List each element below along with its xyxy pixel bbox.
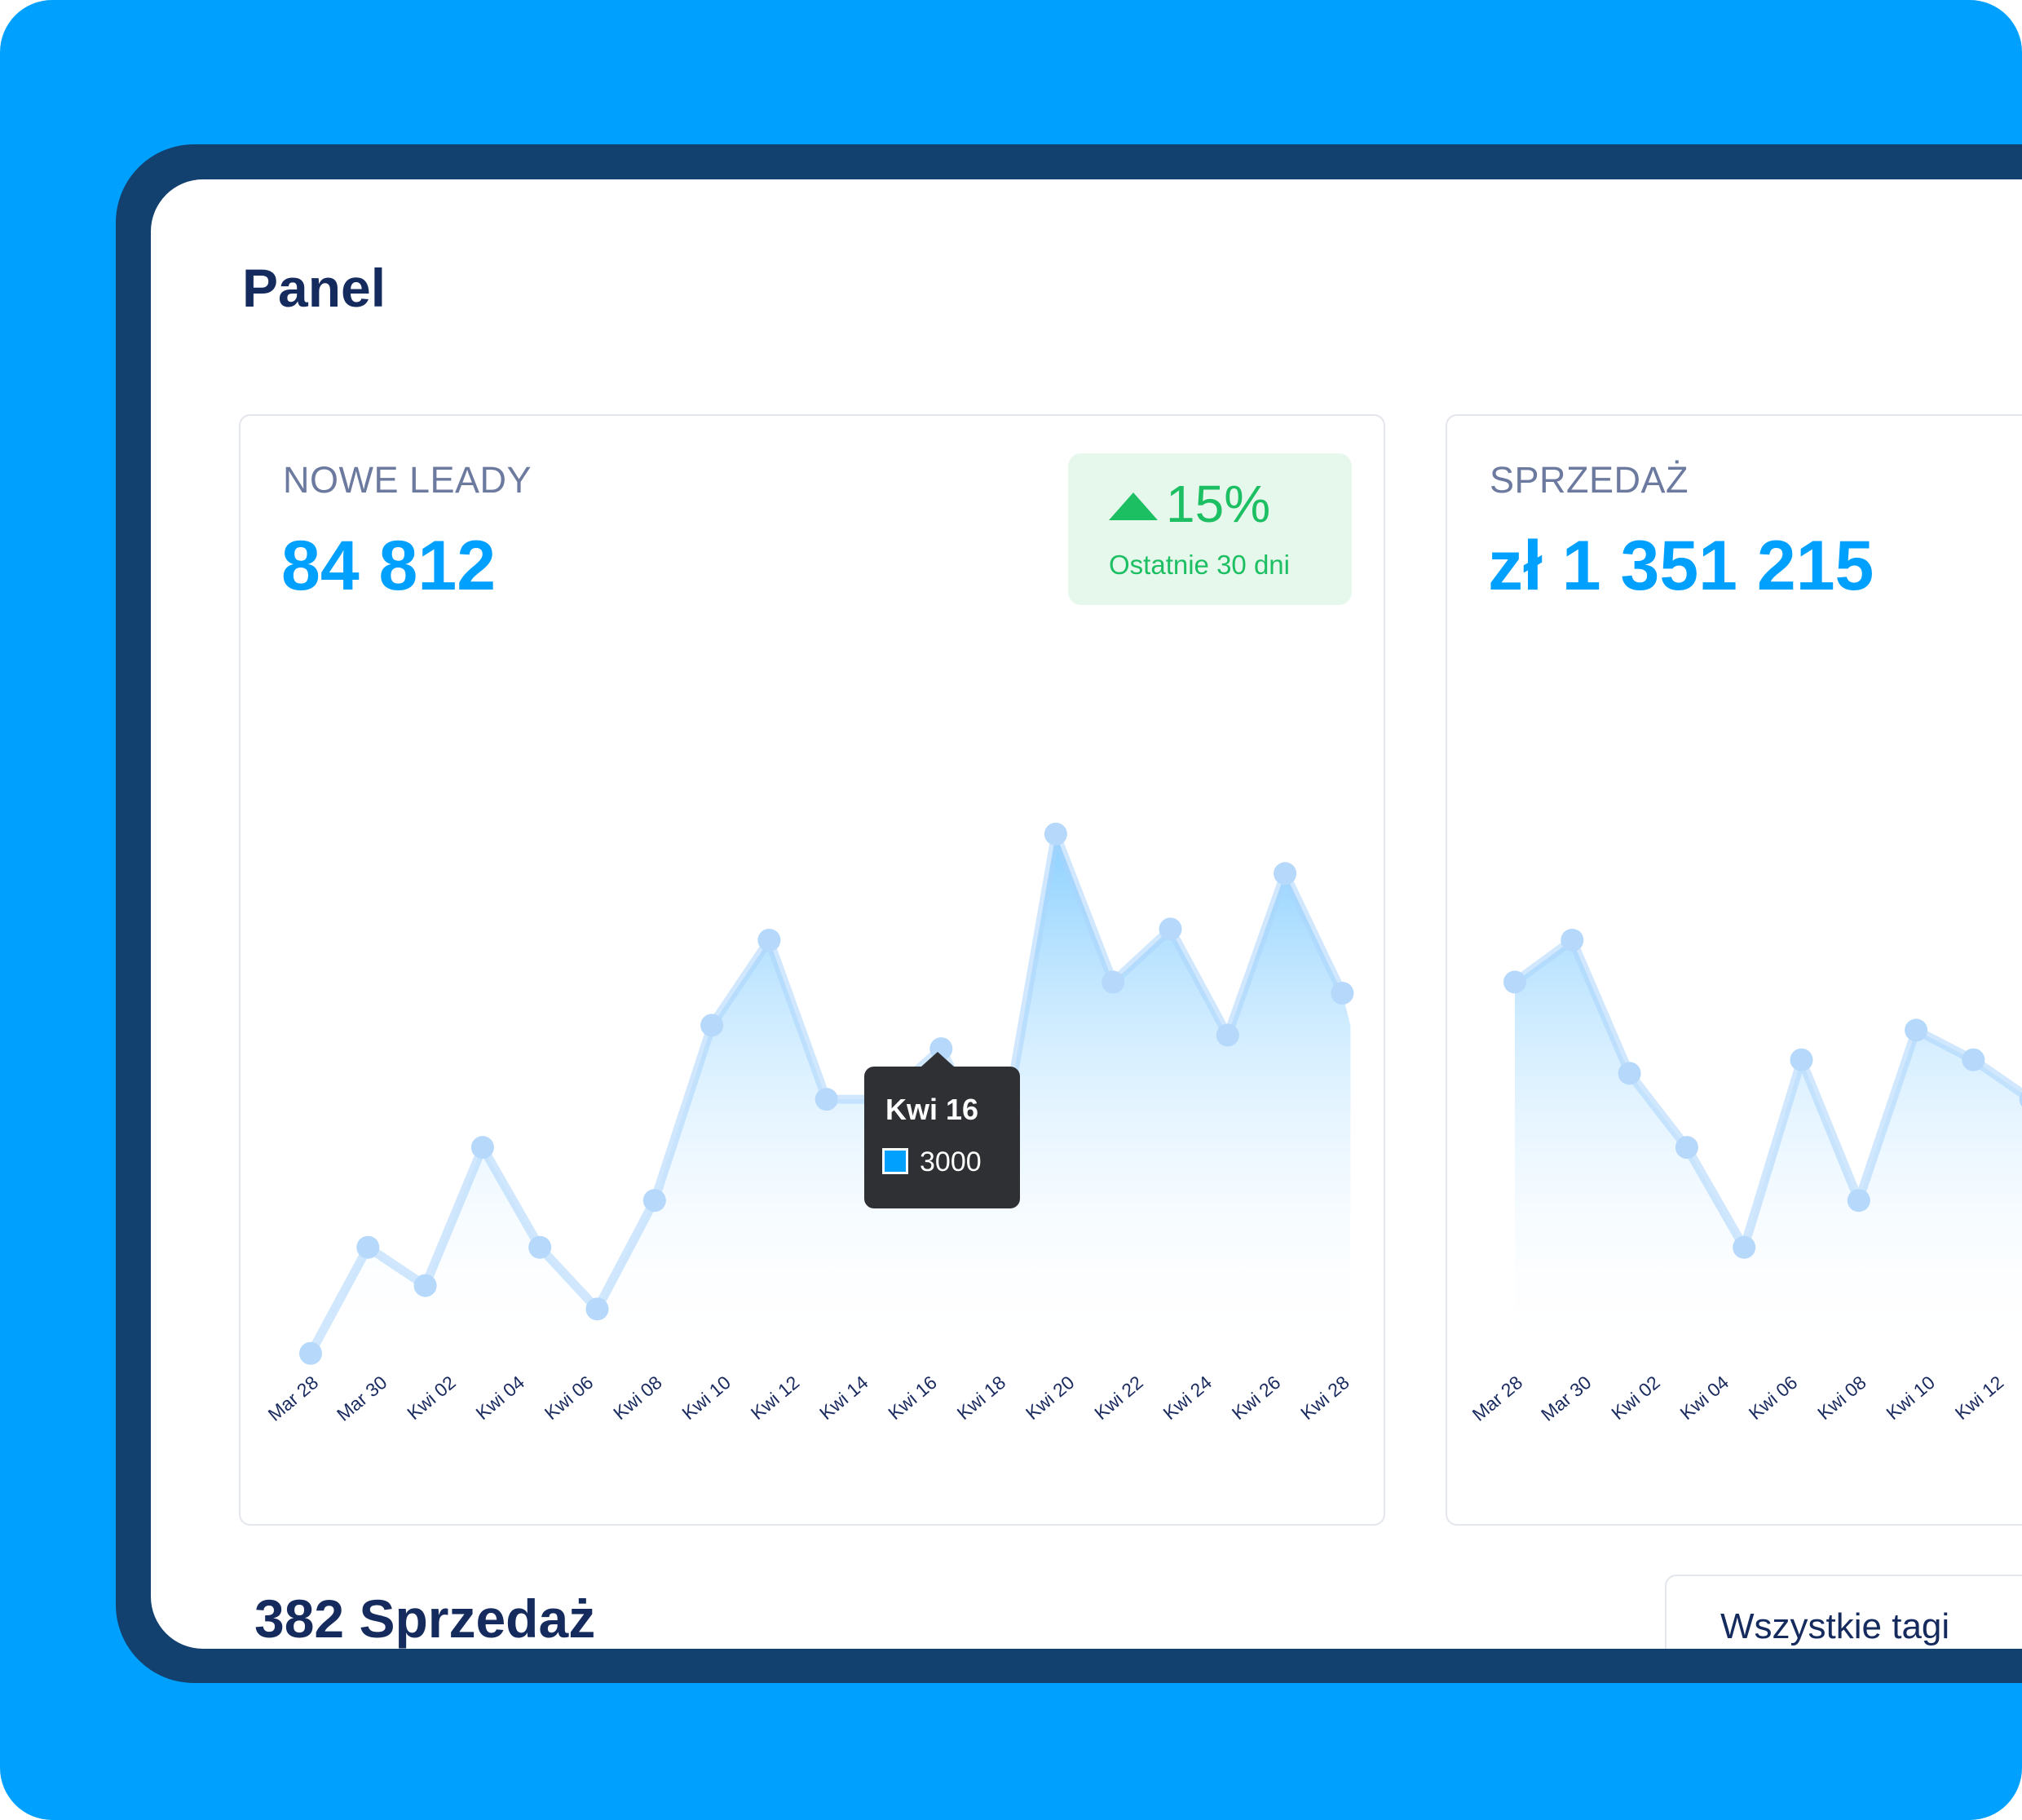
chart-point [585, 1297, 609, 1321]
chart-point [1561, 928, 1584, 952]
x-tick-label: Kwi 04 [472, 1372, 529, 1424]
x-tick-label: Kwi 14 [815, 1372, 872, 1424]
tooltip-date: Kwi 16 [885, 1093, 979, 1126]
trend-period: Ostatnie 30 dni [1109, 550, 1290, 580]
x-tick-label: Kwi 28 [1296, 1372, 1353, 1424]
tooltip-value: 3000 [920, 1146, 982, 1177]
chart-line [1512, 935, 2022, 1252]
triangle-up-icon [1109, 493, 1158, 520]
card-label: NOWE LEADY [283, 459, 532, 501]
chart-point [1503, 970, 1526, 994]
x-tick-label: Kwi 10 [1882, 1372, 1939, 1424]
tag-filter-label: Wszystkie tagi [1720, 1606, 1950, 1646]
sales-count-title: 382 Sprzedaż [254, 1588, 596, 1649]
card-label: SPRZEDAŻ [1490, 459, 1689, 501]
chart-point [642, 1189, 666, 1213]
chart-point [1274, 862, 1297, 886]
chart-point [1905, 1018, 1928, 1042]
x-tick-label: Kwi 18 [953, 1372, 1010, 1424]
chart-point [1847, 1189, 1870, 1213]
x-tick-label: Kwi 08 [1813, 1372, 1870, 1424]
chart-point [1962, 1048, 1985, 1071]
chart-point [470, 1136, 494, 1160]
chart-point [1733, 1235, 1756, 1259]
chart-point [1675, 1136, 1698, 1160]
chart-point [299, 1341, 322, 1365]
tag-filter-dropdown[interactable]: Wszystkie tagi [1665, 1575, 2022, 1649]
chart-point [413, 1274, 437, 1297]
chart-point [2019, 1092, 2022, 1107]
chart-point [1331, 982, 1354, 1005]
x-tick-label: Kwi 02 [1607, 1372, 1664, 1424]
x-tick-label: Mar 30 [333, 1372, 391, 1425]
card-value: zł 1 351 215 [1488, 527, 1874, 605]
chart-point [1044, 822, 1067, 846]
chart-area [311, 833, 1351, 1362]
chart-point [757, 928, 781, 952]
chart-point [815, 1088, 838, 1111]
x-tick-label: Kwi 12 [747, 1372, 804, 1424]
chart-point [1618, 1062, 1641, 1085]
x-tick-label: Kwi 20 [1022, 1372, 1079, 1424]
x-tick-label: Mar 28 [264, 1372, 323, 1425]
chart-tooltip: Kwi 16 3000 [864, 1052, 1020, 1208]
x-tick-label: Kwi 24 [1159, 1372, 1216, 1424]
chart-point [700, 1014, 724, 1037]
x-tick-label: Kwi 12 [1951, 1372, 2008, 1424]
chart-point [1790, 1048, 1813, 1071]
x-tick-label: Mar 30 [1537, 1372, 1596, 1425]
x-tick-label: Mar 28 [1468, 1372, 1527, 1425]
page-title: Panel [242, 258, 386, 318]
x-tick-label: Kwi 26 [1228, 1372, 1285, 1424]
dashboard-panel: Panel NOWE LEADY 84 812 15% Ostatnie 30 … [151, 179, 2022, 1649]
x-tick-label: Kwi 06 [541, 1372, 598, 1424]
charts-svg: Mar 28 Mar 30 Kwi 02 Kwi 04 Kwi 06 Kwi 08 Kwi … [264, 822, 2022, 1425]
x-tick-label: Kwi 16 [884, 1372, 941, 1424]
x-tick-label: Kwi 10 [678, 1372, 735, 1424]
x-tick-label: Kwi 22 [1090, 1372, 1147, 1424]
chart-point [528, 1235, 552, 1259]
card-value: 84 812 [281, 527, 497, 605]
chart-area [1515, 939, 2022, 1362]
x-tick-label: Kwi 08 [609, 1372, 666, 1424]
chart-point [1159, 917, 1182, 941]
tooltip-swatch [882, 1148, 908, 1174]
x-tick-label: Kwi 06 [1745, 1372, 1802, 1424]
chart-point [1216, 1023, 1239, 1047]
trend-badge: 15% Ostatnie 30 dni [1068, 453, 1352, 605]
chart-point [356, 1235, 380, 1259]
x-tick-label: Kwi 04 [1676, 1372, 1733, 1424]
trend-percent: 15% [1166, 475, 1271, 533]
chart-point [1102, 970, 1125, 994]
x-tick-label: Kwi 02 [403, 1372, 460, 1424]
